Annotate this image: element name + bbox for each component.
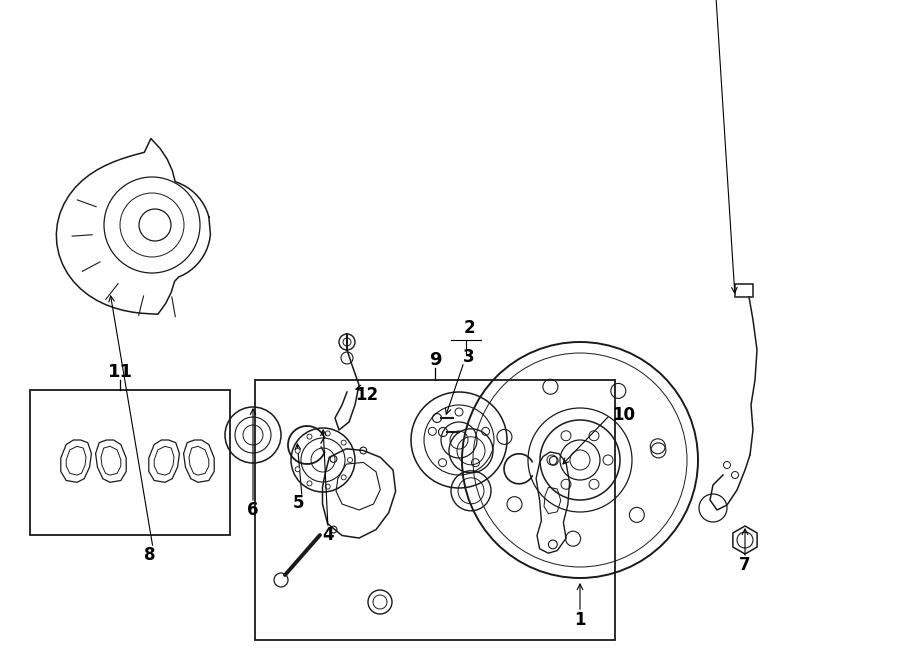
Circle shape <box>325 484 330 489</box>
Text: 3: 3 <box>464 348 475 366</box>
Bar <box>255 380 615 640</box>
Text: 10: 10 <box>612 406 635 424</box>
Text: 2: 2 <box>464 319 475 337</box>
Circle shape <box>325 431 330 436</box>
Bar <box>30 390 230 535</box>
Circle shape <box>341 475 346 480</box>
Bar <box>735 284 753 297</box>
Text: 11: 11 <box>107 363 132 381</box>
Text: 4: 4 <box>322 526 334 544</box>
Text: 1: 1 <box>574 611 586 629</box>
Circle shape <box>307 481 312 486</box>
Text: 12: 12 <box>356 386 379 404</box>
Circle shape <box>295 467 300 472</box>
Circle shape <box>341 440 346 445</box>
Text: 9: 9 <box>428 351 441 369</box>
Circle shape <box>307 434 312 439</box>
Circle shape <box>347 457 353 463</box>
Text: 5: 5 <box>293 494 305 512</box>
Text: 8: 8 <box>144 546 156 564</box>
Text: 6: 6 <box>248 501 259 519</box>
Text: 7: 7 <box>739 556 751 574</box>
Circle shape <box>295 448 300 453</box>
